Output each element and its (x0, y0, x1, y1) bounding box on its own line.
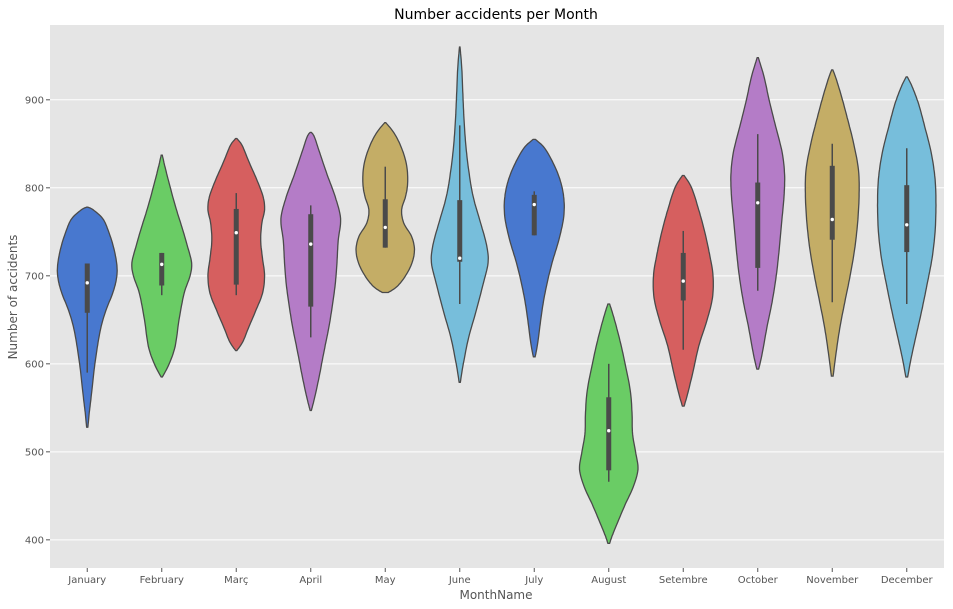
violin-iqr-box (233, 208, 239, 285)
violin-median (756, 201, 760, 205)
x-tick-label: November (806, 575, 859, 586)
y-axis-label: Number of accidents (6, 235, 20, 360)
y-tick-label: 600 (25, 359, 44, 370)
violin-iqr-box (159, 252, 165, 286)
violin-median (607, 429, 611, 433)
violin-iqr-box (680, 252, 686, 301)
violin-median (905, 223, 909, 227)
y-tick-label: 400 (25, 535, 44, 546)
violin-median (532, 202, 536, 207)
x-tick-label: May (375, 575, 396, 586)
x-tick-label: August (591, 575, 626, 586)
y-axis-ticks: 400 500 600 700 800 900 (25, 95, 50, 546)
violin-median (309, 242, 313, 246)
violin-iqr-box (531, 194, 537, 236)
violin-iqr-box (457, 200, 463, 262)
chart-title: Number accidents per Month (394, 7, 598, 23)
violin-iqr-box (904, 185, 910, 253)
violin-iqr-box (84, 263, 90, 313)
x-tick-label: December (881, 575, 934, 586)
x-tick-label: April (299, 575, 322, 586)
violins (56, 46, 937, 545)
violin-iqr-box (829, 165, 835, 240)
y-tick-label: 700 (25, 271, 44, 282)
violin-iqr-box (606, 397, 612, 471)
plot-background (50, 25, 944, 568)
violin-median (85, 281, 89, 285)
violin-median (830, 217, 834, 222)
x-axis-label: MonthName (459, 588, 532, 602)
violin-median (383, 225, 387, 230)
x-axis-ticks: January February Març April May June July Augus… (67, 568, 934, 586)
violin-iqr-box (382, 199, 388, 248)
violin-median (458, 256, 462, 260)
violin-iqr-box (308, 214, 314, 307)
y-tick-label: 500 (25, 447, 44, 458)
x-tick-label: October (738, 575, 779, 586)
violin-median (160, 262, 164, 267)
x-tick-label: January (67, 575, 106, 586)
violin-body (503, 138, 565, 358)
y-tick-label: 800 (25, 183, 44, 194)
x-tick-label: Març (224, 575, 248, 586)
x-tick-label: February (140, 575, 184, 586)
violin-median (681, 279, 685, 283)
violin-median (234, 230, 238, 235)
x-tick-label: Setembre (659, 575, 708, 586)
gridlines (50, 99, 944, 541)
y-tick-label: 900 (25, 95, 44, 106)
violin-iqr-box (755, 182, 761, 268)
x-tick-label: June (448, 575, 471, 586)
x-tick-label: July (524, 575, 543, 586)
